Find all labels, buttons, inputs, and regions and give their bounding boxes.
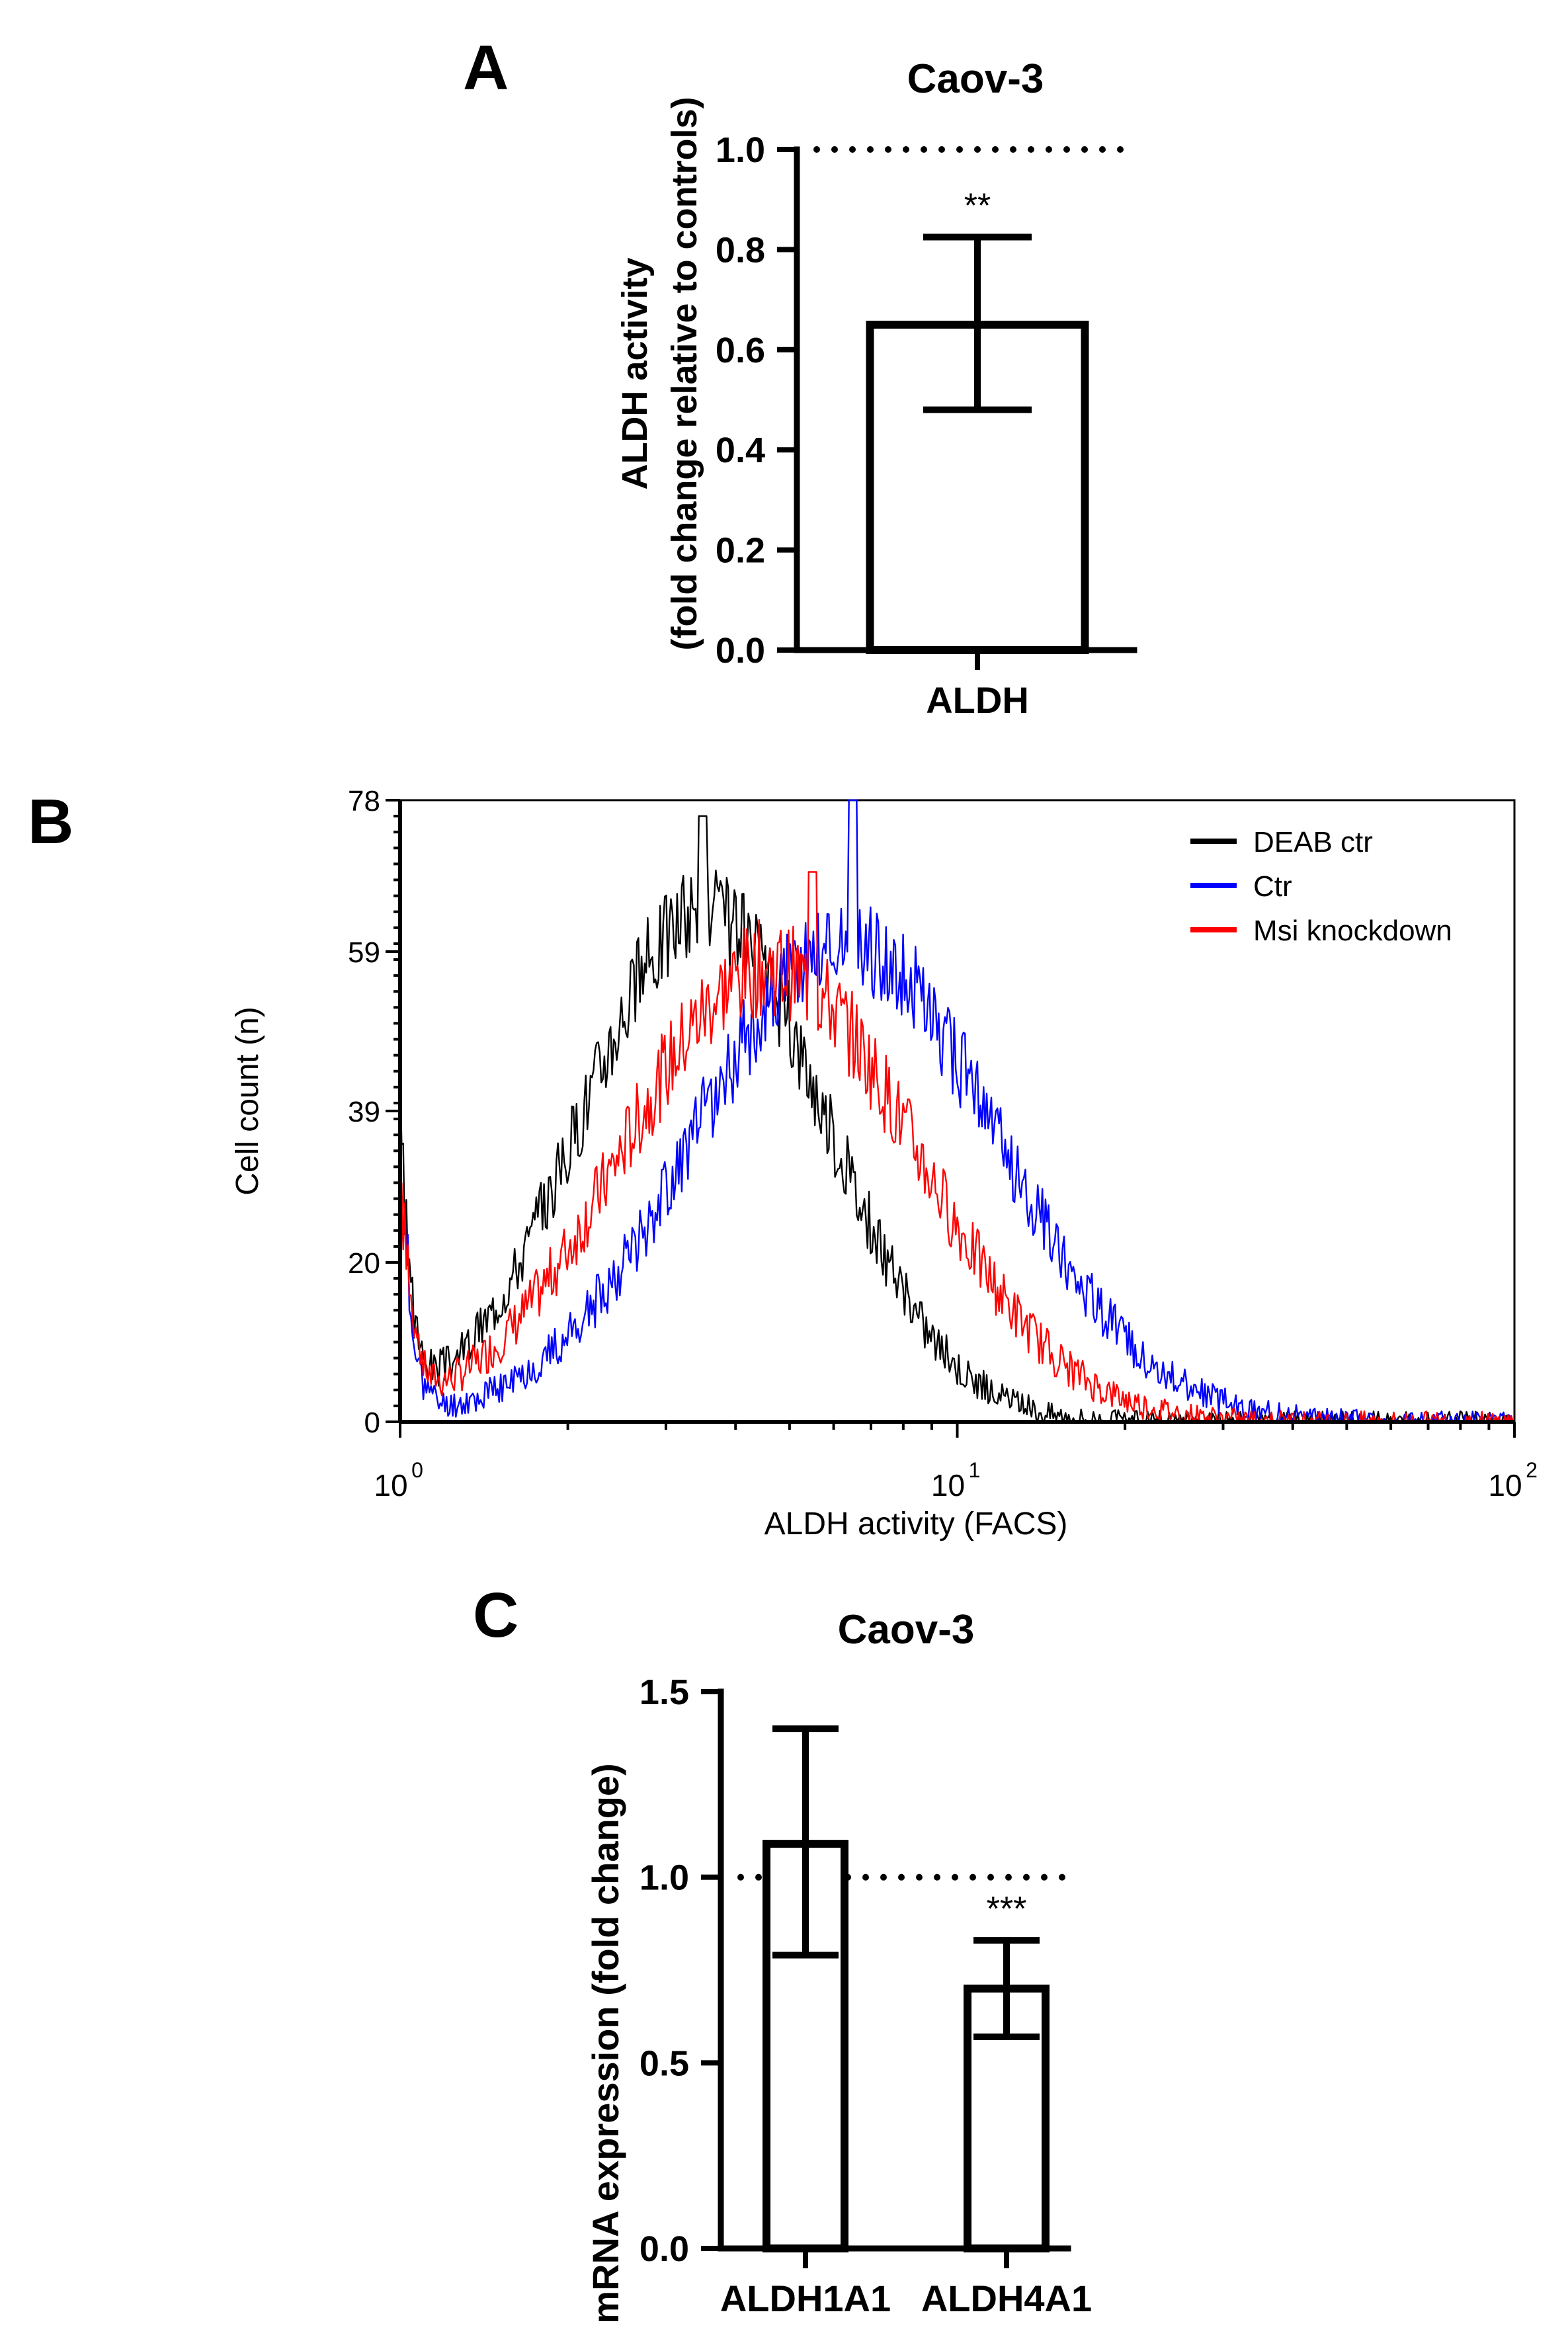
x-category-label: ALDH4A1 <box>921 2278 1092 2319</box>
panel-label-b: B <box>28 786 73 857</box>
significance-label: ** <box>964 186 991 225</box>
chart-c-ylabel: mRNA expression (fold change) <box>585 1763 626 2323</box>
chart-a-marks: ** <box>813 146 1137 654</box>
y-tick-label: 0.4 <box>716 431 765 470</box>
x-tick-label: 10 <box>1488 1468 1522 1502</box>
y-tick-label: 0.6 <box>716 331 765 370</box>
chart-b-frame <box>399 799 1516 1423</box>
chart-a-y-ticks: 0.0 0.2 0.4 0.6 0.8 1.0 <box>716 130 797 671</box>
series-ctr <box>399 799 1514 1423</box>
chart-b-legend: DEAB ctr Ctr Msi knockdown <box>1190 826 1452 947</box>
y-tick-label: 59 <box>348 936 380 969</box>
series-deab-ctr <box>399 815 1514 1423</box>
y-tick-label: 1.5 <box>640 1672 689 1712</box>
x-tick-label: 10 <box>374 1468 407 1502</box>
y-tick-label: 78 <box>348 785 380 817</box>
panel-label-c: C <box>473 1580 518 1651</box>
x-category-label: ALDH <box>926 679 1029 721</box>
chart-a-ylabel-line1: ALDH activity <box>615 257 655 489</box>
y-tick-label: 0.8 <box>716 230 765 270</box>
panel-a: A Caov-3 ALDH activity (fold change rela… <box>463 32 1137 721</box>
y-tick-label: 39 <box>348 1096 380 1128</box>
y-tick-label: 0.0 <box>716 631 765 671</box>
x-tick-exponent: 0 <box>411 1458 423 1482</box>
x-tick-exponent: 1 <box>969 1458 981 1482</box>
panel-b: B Cell count (n) ALDH activity (FACS) 0 2… <box>28 785 1538 1542</box>
significance-label: *** <box>987 1890 1027 1928</box>
chart-c-x-categories: ALDH1A1 ALDH4A1 <box>720 2248 1092 2319</box>
chart-b-xlabel: ALDH activity (FACS) <box>764 1506 1068 1542</box>
chart-a-ylabel-line2: (fold change relative to controls) <box>665 97 704 650</box>
y-tick-label: 0.5 <box>640 2043 689 2083</box>
panel-c: C Caov-3 mRNA expression (fold change) 0… <box>473 1580 1092 2324</box>
chart-a-title: Caov-3 <box>907 56 1044 102</box>
y-tick-label: 0.2 <box>716 531 765 571</box>
y-tick-label: 0 <box>364 1407 380 1439</box>
legend-label: DEAB ctr <box>1253 826 1373 858</box>
chart-b-series <box>399 799 1514 1423</box>
chart-b-y-ticks: 0 20 39 59 78 <box>348 785 400 1439</box>
y-tick-label: 0.0 <box>640 2229 689 2269</box>
x-category-label: ALDH1A1 <box>720 2278 891 2319</box>
x-tick-exponent: 2 <box>1526 1458 1538 1482</box>
y-tick-label: 1.0 <box>640 1858 689 1898</box>
series-msi-knockdown <box>399 871 1514 1423</box>
x-tick-label: 10 <box>931 1468 965 1502</box>
chart-c-title: Caov-3 <box>838 1607 975 1653</box>
chart-c-marks: *** <box>737 1725 1071 2253</box>
y-tick-label: 20 <box>348 1247 380 1280</box>
legend-label: Msi knockdown <box>1253 915 1452 947</box>
y-tick-label: 1.0 <box>716 130 765 170</box>
chart-b-x-ticks: 10 0 10 1 10 2 <box>374 1422 1538 1502</box>
chart-b-ylabel: Cell count (n) <box>230 1007 265 1195</box>
chart-a-x-categories: ALDH <box>926 650 1029 721</box>
legend-label: Ctr <box>1253 870 1292 903</box>
panel-label-a: A <box>463 32 509 103</box>
chart-c-y-ticks: 0.0 0.5 1.0 1.5 <box>640 1672 721 2269</box>
